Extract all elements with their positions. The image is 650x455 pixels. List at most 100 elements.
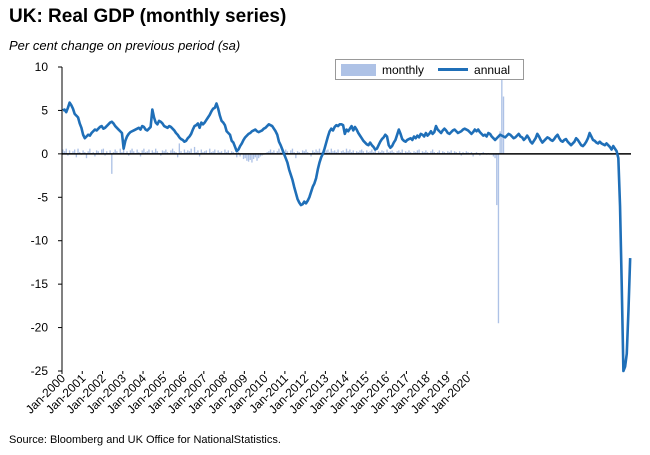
monthly-bar: [242, 153, 245, 160]
legend-monthly-swatch: [341, 63, 376, 76]
monthly-bar: [462, 152, 464, 154]
monthly-bar: [269, 149, 272, 154]
monthly-bar: [391, 150, 393, 154]
monthly-bar: [291, 148, 294, 154]
monthly-bar: [372, 152, 375, 154]
monthly-bar: [128, 153, 130, 156]
monthly-bar: [225, 152, 228, 154]
monthly-bar: [312, 150, 314, 154]
monthly-bar: [138, 152, 140, 154]
monthly-bar: [350, 152, 353, 154]
monthly-bar: [467, 152, 469, 154]
monthly-bar: [62, 149, 64, 154]
monthly-bar: [141, 150, 143, 154]
monthly-bar: [104, 153, 106, 156]
monthly-bar: [408, 150, 410, 154]
monthly-bar: [249, 153, 251, 160]
monthly-bar: [423, 152, 425, 154]
monthly-bar: [450, 150, 452, 154]
monthly-bar: [261, 153, 263, 156]
monthly-bar: [254, 153, 256, 158]
monthly-bar: [224, 149, 226, 154]
monthly-bar: [416, 150, 419, 154]
monthly-bar: [144, 152, 147, 154]
monthly-bar: [63, 151, 66, 154]
monthly-bar: [73, 149, 76, 154]
monthly-bar: [148, 149, 150, 154]
monthly-bar: [160, 153, 162, 156]
monthly-bar: [109, 150, 111, 154]
y-tick-label: -15: [31, 277, 49, 291]
monthly-bar: [266, 152, 268, 154]
monthly-bar: [72, 151, 74, 154]
y-tick-label: -5: [37, 190, 48, 204]
monthly-bar: [273, 150, 275, 154]
monthly-bar: [340, 151, 343, 154]
monthly-bar: [431, 149, 434, 154]
monthly-bar: [268, 151, 270, 154]
monthly-bar: [406, 152, 408, 154]
monthly-bar: [89, 148, 91, 154]
monthly-bar: [415, 152, 417, 154]
monthly-bar: [276, 151, 278, 154]
monthly-bar: [87, 151, 89, 154]
monthly-bar: [393, 152, 395, 154]
monthly-bar: [413, 151, 415, 154]
monthly-bar: [328, 152, 331, 154]
x-axis: Jan-2000Jan-2001Jan-2002Jan-2003Jan-2004…: [23, 371, 474, 417]
monthly-bar: [497, 153, 500, 324]
monthly-bar: [252, 153, 255, 160]
monthly-bar: [97, 151, 99, 154]
monthly-bar: [301, 150, 304, 154]
monthly-bar: [119, 148, 121, 154]
monthly-bar: [453, 151, 456, 154]
monthly-bar: [136, 149, 138, 154]
monthly-bar: [176, 153, 179, 158]
monthly-bar: [381, 150, 383, 154]
chart-subtitle: Per cent change on previous period (sa): [9, 38, 241, 53]
monthly-bar: [325, 150, 327, 154]
monthly-bar: [344, 152, 346, 154]
monthly-bar: [433, 152, 435, 154]
monthly-bar: [404, 151, 407, 154]
annual-line-group: [62, 101, 632, 373]
monthly-bar: [448, 152, 451, 154]
monthly-bars: [62, 78, 505, 324]
monthly-bar: [367, 152, 370, 154]
monthly-bar: [84, 152, 86, 154]
monthly-bar: [306, 152, 309, 154]
monthly-bar: [438, 150, 441, 154]
monthly-bar: [334, 150, 336, 154]
monthly-bar: [298, 152, 300, 154]
monthly-bar: [293, 152, 295, 154]
monthly-bar: [143, 148, 145, 154]
monthly-bar: [131, 148, 133, 154]
monthly-bar: [139, 153, 142, 157]
monthly-bar: [426, 152, 429, 154]
monthly-bar: [190, 148, 192, 154]
monthly-bar: [200, 149, 202, 154]
monthly-bar: [330, 148, 332, 154]
monthly-bar: [237, 152, 240, 154]
monthly-bar: [442, 151, 444, 154]
monthly-bar: [202, 152, 204, 154]
monthly-bar: [430, 151, 432, 154]
monthly-bar: [349, 149, 351, 154]
legend: monthly annual: [335, 59, 524, 80]
monthly-bar: [187, 150, 189, 154]
monthly-bar: [197, 150, 199, 154]
monthly-bar: [163, 151, 165, 154]
monthly-bar: [379, 152, 381, 154]
monthly-bar: [195, 152, 197, 154]
monthly-bar: [256, 153, 258, 161]
monthly-bar: [315, 149, 317, 154]
monthly-bar: [171, 148, 174, 154]
monthly-bar: [129, 150, 132, 154]
monthly-bar: [398, 150, 400, 154]
monthly-bar: [133, 151, 135, 154]
legend-annual-swatch: [438, 68, 469, 71]
monthly-bar: [377, 151, 380, 154]
monthly-bar: [151, 150, 154, 154]
monthly-bar: [327, 149, 329, 154]
